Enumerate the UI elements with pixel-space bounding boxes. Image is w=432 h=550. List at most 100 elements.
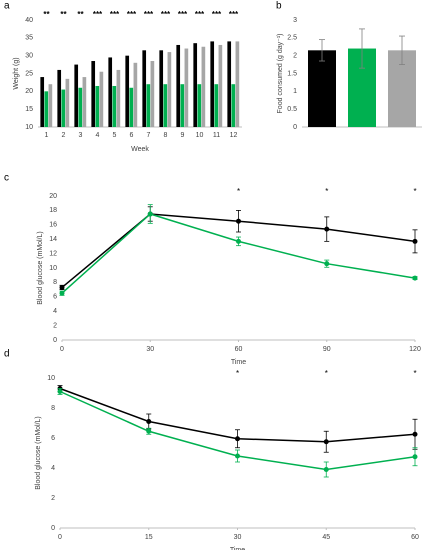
point	[235, 436, 240, 442]
bar	[150, 61, 155, 128]
x-tick-label: 30	[234, 534, 242, 541]
point	[146, 419, 152, 424]
y-axis-label: Weight (g)	[13, 57, 20, 89]
point	[412, 275, 418, 281]
y-tick-label: 6	[53, 294, 57, 301]
bar	[146, 84, 151, 127]
bar	[180, 84, 185, 127]
y-tick-label: 10	[25, 124, 33, 131]
x-tick-label: 12	[230, 132, 238, 139]
y-tick-label: 25	[25, 70, 33, 77]
bar	[48, 84, 53, 127]
x-tick-label: 0	[60, 346, 64, 353]
y-tick-label: 8	[51, 405, 55, 412]
bar	[44, 91, 49, 127]
y-tick-label: 4	[53, 308, 57, 315]
x-tick-label: 10	[196, 132, 204, 139]
x-tick-label: 1	[45, 132, 49, 139]
y-tick-label: 10	[49, 265, 57, 272]
point	[236, 218, 241, 224]
bar	[176, 44, 181, 127]
bar	[142, 50, 147, 127]
x-tick-label: 0	[58, 534, 62, 541]
bar	[57, 69, 62, 127]
y-tick-label: 0	[51, 525, 55, 532]
significance: ***	[144, 10, 154, 19]
y-axis-label: Blood glucose (mMol/L)	[35, 416, 42, 490]
point	[323, 439, 329, 445]
y-tick-label: 2	[53, 322, 57, 329]
panel-label: a	[4, 1, 10, 12]
y-tick-label: 14	[49, 236, 57, 243]
point	[146, 428, 152, 434]
point	[412, 454, 418, 460]
y-tick-label: 30	[25, 53, 33, 60]
y-tick-label: 0.5	[287, 106, 297, 113]
x-tick-label: 4	[96, 132, 100, 139]
point	[57, 389, 63, 394]
significance: *	[236, 369, 239, 378]
significance: ***	[195, 10, 205, 19]
y-tick-label: 0	[53, 337, 57, 344]
x-tick-label: 7	[147, 132, 151, 139]
x-axis-label: Time	[230, 547, 245, 550]
bar	[116, 69, 121, 127]
error-bar	[319, 39, 325, 62]
point	[235, 453, 240, 459]
y-tick-label: 2.5	[287, 35, 297, 42]
y-tick-label: 20	[25, 88, 33, 95]
bar	[65, 78, 70, 127]
y-tick-label: 3	[293, 17, 297, 24]
significance: ***	[161, 10, 171, 19]
y-tick-label: 40	[25, 17, 33, 24]
significance: ***	[110, 10, 120, 19]
y-tick-label: 12	[49, 250, 57, 257]
y-axis-label: Food consumed (g day⁻¹)	[277, 34, 284, 114]
x-tick-label: 45	[322, 534, 330, 541]
x-tick-label: 60	[411, 534, 419, 541]
significance: *	[237, 187, 240, 196]
x-tick-label: 6	[130, 132, 134, 139]
bar	[227, 41, 232, 127]
bar	[74, 64, 79, 127]
bar	[235, 41, 240, 127]
point	[147, 211, 153, 217]
bar	[40, 77, 45, 127]
bar	[159, 50, 164, 127]
bar	[78, 87, 83, 127]
y-tick-label: 6	[51, 435, 55, 442]
point	[236, 238, 241, 244]
bar	[129, 87, 134, 127]
bar	[210, 41, 215, 127]
bar	[95, 85, 100, 127]
significance: *	[325, 369, 328, 378]
significance: *	[413, 187, 416, 196]
x-tick-label: 60	[235, 346, 243, 353]
bar	[133, 62, 138, 127]
x-tick-label: 15	[145, 534, 153, 541]
panel-label: b	[276, 1, 282, 12]
y-tick-label: 0	[293, 124, 297, 131]
bar	[112, 85, 117, 127]
significance: ***	[127, 10, 137, 19]
y-tick-label: 35	[25, 35, 33, 42]
point	[59, 284, 65, 290]
x-tick-label: 30	[146, 346, 154, 353]
y-tick-label: 15	[25, 106, 33, 113]
y-tick-label: 2	[293, 53, 297, 60]
y-tick-label: 16	[49, 222, 57, 229]
y-tick-label: 1.5	[287, 70, 297, 77]
y-tick-label: 4	[51, 465, 55, 472]
panel-label: c	[4, 173, 9, 184]
point	[412, 238, 418, 244]
x-tick-label: 2	[62, 132, 66, 139]
significance: ***	[178, 10, 188, 19]
x-axis-label: Week	[131, 146, 149, 153]
error-bar	[399, 35, 405, 65]
bar	[184, 48, 189, 127]
point	[323, 467, 329, 472]
bar	[163, 84, 168, 127]
y-tick-label: 1	[293, 88, 297, 95]
x-tick-label: 9	[181, 132, 185, 139]
